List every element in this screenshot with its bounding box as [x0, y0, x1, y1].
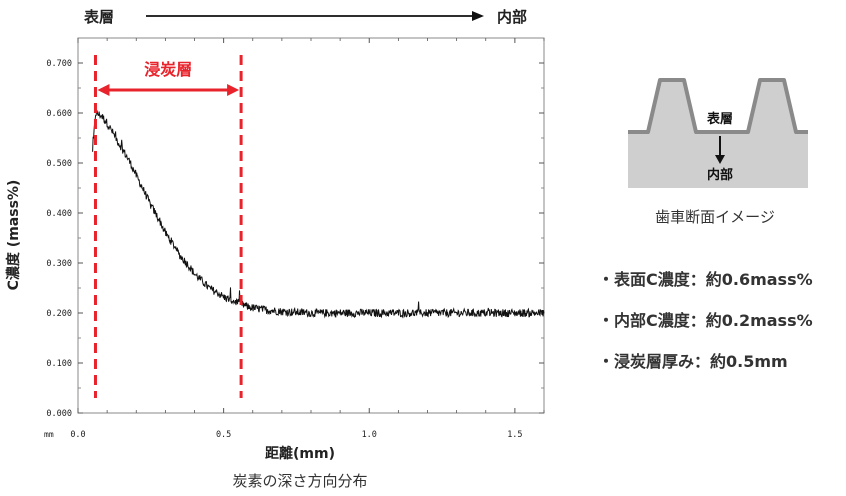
y-tick-label: 0.700	[46, 59, 72, 69]
x-tick-label: 0.5	[216, 430, 231, 440]
x-unit-label: mm	[44, 430, 54, 439]
carburized-layer-overlay: 浸炭層	[93, 55, 243, 398]
y-tick-label: 0.600	[46, 109, 72, 119]
series-layer	[92, 110, 545, 319]
summary-surface-concentration: ・表面C濃度：約0.6mass%	[598, 270, 813, 289]
chart-caption: 炭素の深さ方向分布	[232, 472, 368, 490]
y-tick-label: 0.500	[46, 159, 72, 169]
gear-cross-section-diagram: 表層 内部	[628, 78, 808, 188]
diagram-caption: 歯車断面イメージ	[655, 208, 775, 226]
y-tick-label: 0.000	[46, 409, 72, 419]
summary-list: ・表面C濃度：約0.6mass% ・内部C濃度：約0.2mass% ・浸炭層厚み…	[598, 266, 813, 389]
gear-surface-edge	[628, 78, 808, 134]
direction-end-label: 内部	[497, 8, 527, 26]
plot-frame	[77, 37, 545, 414]
series-line-0	[92, 110, 545, 319]
diagram-surface-label: 表層	[706, 111, 733, 127]
carburized-arrow-head-right	[227, 84, 240, 96]
x-tick-label: 1.0	[362, 430, 377, 440]
carburized-arrow-head-left	[97, 84, 110, 96]
summary-layer-thickness: ・浸炭層厚み：約0.5mm	[598, 352, 788, 371]
y-axis-label: C濃度 (mass%)	[5, 180, 22, 291]
summary-interior-concentration: ・内部C濃度：約0.2mass%	[598, 311, 813, 330]
axis-layer: 0.000 0.100 0.200 0.300 0.400 0.500 0.600 0.700…	[46, 38, 545, 440]
carburized-layer-label: 浸炭層	[144, 60, 192, 79]
y-tick-label: 0.400	[46, 209, 72, 219]
y-tick-label: 0.100	[46, 359, 72, 369]
diagram-interior-label: 内部	[707, 167, 733, 183]
y-tick-label: 0.300	[46, 259, 72, 269]
direction-start-label: 表層	[84, 8, 114, 26]
direction-arrow-head	[472, 11, 484, 21]
x-axis-label: 距離(mm)	[265, 445, 335, 462]
x-tick-label: 0.0	[70, 430, 85, 440]
carbon-profile-chart: 表層 内部 0.000 0.100 0.200 0.300 0.400 0.500 0.60…	[5, 8, 545, 462]
y-tick-label: 0.200	[46, 309, 72, 319]
diagram-depth-arrow-head	[715, 155, 725, 164]
x-tick-label: 1.5	[507, 430, 522, 440]
